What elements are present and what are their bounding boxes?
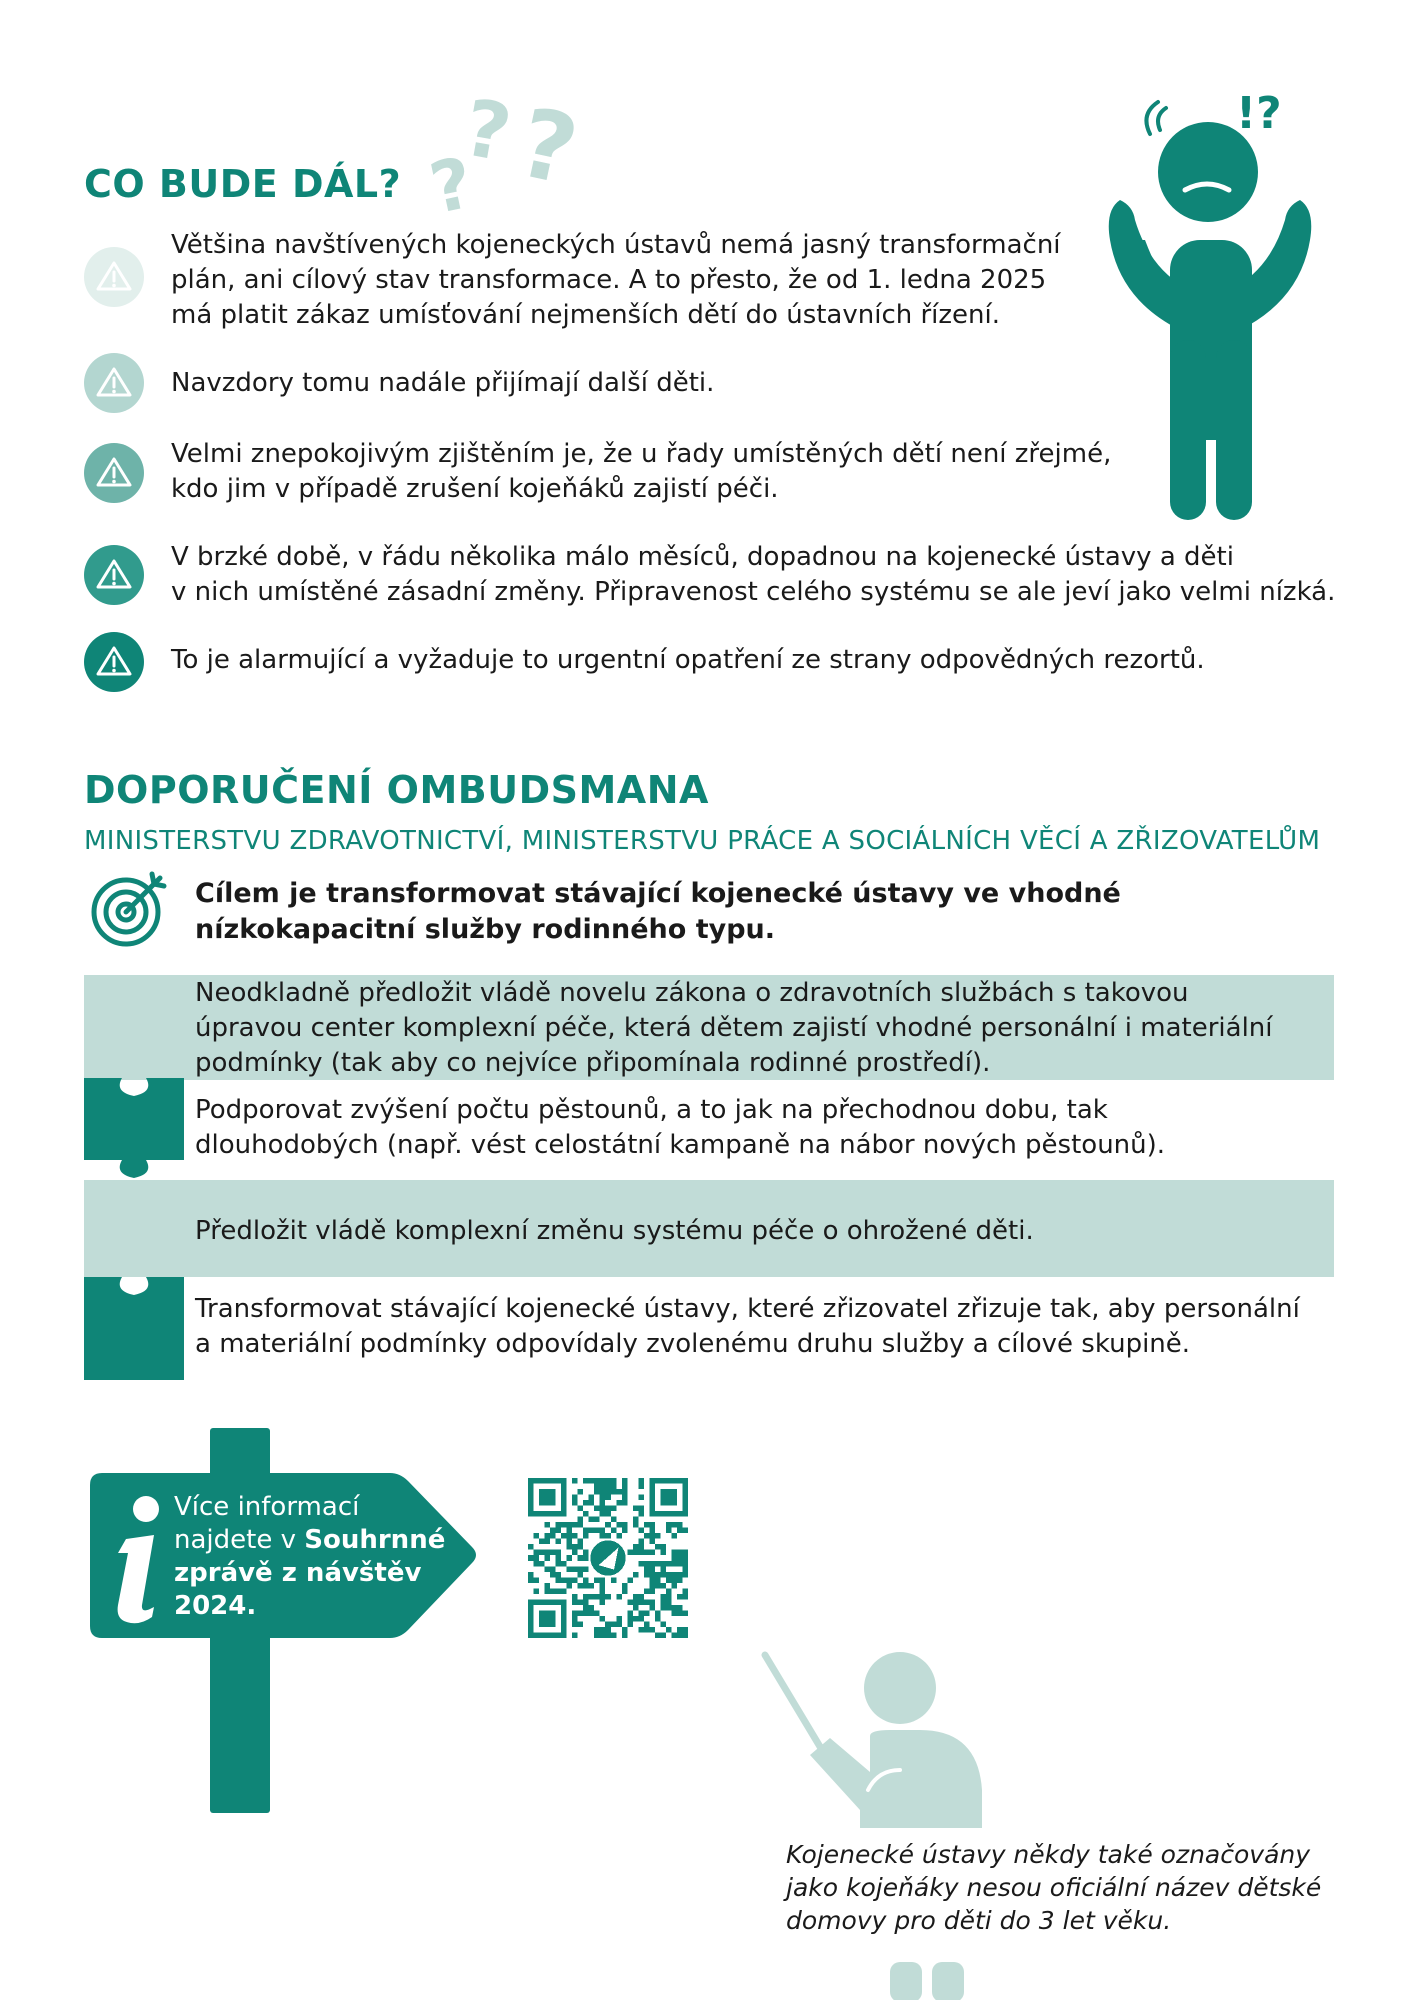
recommendation-3: Předložit vládě komplexní změnu systému … bbox=[195, 1216, 1034, 1246]
section-subtitle-recipients: MINISTERSTVU ZDRAVOTNICTVÍ, MINISTERSTVU… bbox=[84, 826, 1321, 856]
warning-icon bbox=[84, 247, 144, 307]
warning-text-5: To je alarmující a vyžaduje to urgentní … bbox=[171, 645, 1205, 675]
warning-text-2: Navzdory tomu nadále přijímají další dět… bbox=[171, 368, 715, 398]
teacher-illustration bbox=[760, 1650, 1000, 2002]
svg-text:?: ? bbox=[510, 88, 587, 207]
exclamation-question-mark: !? bbox=[1236, 88, 1282, 139]
warning-text-4: V brzké době, v řádu několika málo měsíc… bbox=[171, 542, 1336, 607]
question-marks-decoration: ? ? ? bbox=[420, 70, 600, 230]
info-text: Více informací najdete v Souhrnné zprávě… bbox=[174, 1492, 446, 1621]
warning-text-1: Většina navštívených kojeneckých ústavů … bbox=[171, 230, 1061, 330]
goal-statement: Cílem je transformovat stávající kojenec… bbox=[195, 878, 1121, 945]
qr-code[interactable] bbox=[528, 1478, 688, 1638]
warning-icon bbox=[84, 443, 144, 503]
warning-icon bbox=[84, 545, 144, 605]
info-signpost[interactable]: Více informací najdete v Souhrnné zprávě… bbox=[90, 1473, 480, 1638]
recommendation-band-1 bbox=[84, 975, 1334, 1080]
svg-text:?: ? bbox=[457, 83, 517, 179]
recommendation-1: Neodkladně předložit vládě novelu zákona… bbox=[195, 978, 1273, 1078]
section-title-doporuceni: DOPORUČENÍ OMBUDSMANA bbox=[84, 768, 709, 812]
recommendation-4: Transformovat stávající kojenecké ústavy… bbox=[195, 1294, 1300, 1359]
recommendation-band-3 bbox=[84, 1180, 1334, 1277]
warning-text-3: Velmi znepokojivým zjištěním je, že u řa… bbox=[171, 439, 1112, 504]
puzzle-piece-decoration bbox=[84, 1277, 184, 1380]
section-title-co-bude-dal: CO BUDE DÁL? bbox=[84, 162, 402, 206]
warning-icon bbox=[84, 353, 144, 413]
recommendation-2: Podporovat zvýšení počtu pěstounů, a to … bbox=[195, 1095, 1166, 1160]
warning-icon bbox=[84, 632, 144, 692]
footnote-text: Kojenecké ústavy někdy také označovány j… bbox=[786, 1840, 1322, 1935]
target-icon bbox=[88, 866, 172, 950]
puzzle-piece-decoration bbox=[84, 1078, 184, 1180]
confused-person-illustration bbox=[1090, 90, 1330, 530]
info-icon bbox=[108, 1487, 168, 1627]
